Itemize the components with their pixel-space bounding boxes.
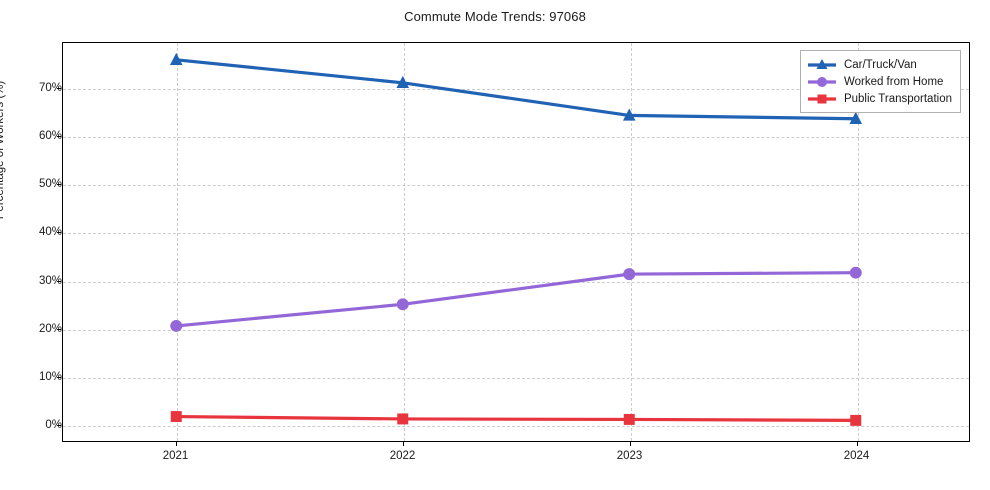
gridline-horizontal — [63, 88, 969, 90]
data-point-marker — [850, 414, 862, 426]
y-tick-label: 20% — [38, 322, 62, 335]
y-tick-mark — [57, 87, 61, 89]
plot-area: Car/Truck/Van Worked from Home Public Tran… — [62, 42, 970, 442]
data-point-marker — [623, 413, 635, 425]
gridline-horizontal — [63, 233, 969, 235]
data-point-marker — [849, 111, 863, 124]
x-tick-mark — [856, 442, 858, 446]
legend-swatch-triangle-icon — [807, 58, 837, 72]
data-point-marker — [396, 298, 409, 311]
chart-legend: Car/Truck/Van Worked from Home Public Tran… — [799, 50, 961, 113]
legend-item[interactable]: Worked from Home — [807, 73, 952, 90]
gridline-horizontal — [63, 185, 969, 187]
x-tick-mark — [175, 442, 177, 446]
chart-title: Commute Mode Trends: 97068 — [404, 9, 586, 24]
data-point-marker — [397, 413, 409, 425]
y-tick-label: 60% — [38, 129, 62, 142]
x-tick-label: 2022 — [389, 450, 416, 462]
legend-item[interactable]: Car/Truck/Van — [807, 56, 952, 73]
y-tick-label: 10% — [38, 370, 62, 383]
gridline-horizontal — [63, 329, 969, 331]
y-axis: Percentage of Workers (%) 0% 10% 20% 30% 40%… — [0, 42, 62, 442]
gridline-vertical — [857, 43, 859, 441]
legend-label: Worked from Home — [843, 75, 944, 88]
legend-swatch-circle-icon — [807, 75, 837, 89]
series-line — [174, 414, 858, 422]
x-tick-mark — [402, 442, 404, 446]
x-tick-label: 2021 — [162, 450, 189, 462]
gridline-horizontal — [63, 281, 969, 283]
y-tick-mark — [57, 425, 61, 427]
gridline-vertical — [176, 43, 178, 441]
gridline-vertical — [630, 43, 632, 441]
x-tick-label: 2024 — [843, 450, 870, 462]
y-tick-mark — [57, 376, 61, 378]
legend-label: Public Transportation — [843, 92, 952, 105]
gridline-horizontal — [63, 377, 969, 379]
gridline-vertical — [403, 43, 405, 441]
x-axis: 2021 2022 2023 2024 — [62, 442, 970, 486]
y-axis-label: Percentage of Workers (%) — [0, 80, 6, 220]
x-tick-mark — [629, 442, 631, 446]
data-point-marker — [170, 411, 182, 423]
y-tick-mark — [57, 232, 61, 234]
data-point-marker — [623, 268, 636, 281]
data-point-marker — [396, 75, 410, 89]
y-tick-mark — [57, 280, 61, 282]
legend-label: Car/Truck/Van — [843, 58, 917, 71]
y-tick-mark — [57, 328, 61, 330]
y-tick-label: 40% — [38, 226, 62, 239]
y-tick-label: 50% — [38, 178, 62, 191]
y-tick-label: 0% — [45, 419, 62, 432]
gridline-horizontal — [63, 426, 969, 428]
y-tick-label: 30% — [38, 274, 62, 287]
x-tick-label: 2023 — [616, 450, 643, 462]
series-line — [174, 271, 858, 328]
y-tick-mark — [57, 184, 61, 186]
data-point-marker — [849, 266, 862, 279]
y-tick-label: 70% — [38, 81, 62, 94]
gridline-horizontal — [63, 136, 969, 138]
series-layer — [169, 52, 863, 426]
series-line — [174, 58, 858, 121]
y-tick-mark — [57, 135, 61, 137]
legend-item[interactable]: Public Transportation — [807, 90, 952, 107]
data-point-marker — [169, 52, 183, 66]
data-point-marker — [622, 108, 636, 121]
data-point-marker — [170, 319, 183, 332]
legend-swatch-square-icon — [807, 92, 837, 106]
